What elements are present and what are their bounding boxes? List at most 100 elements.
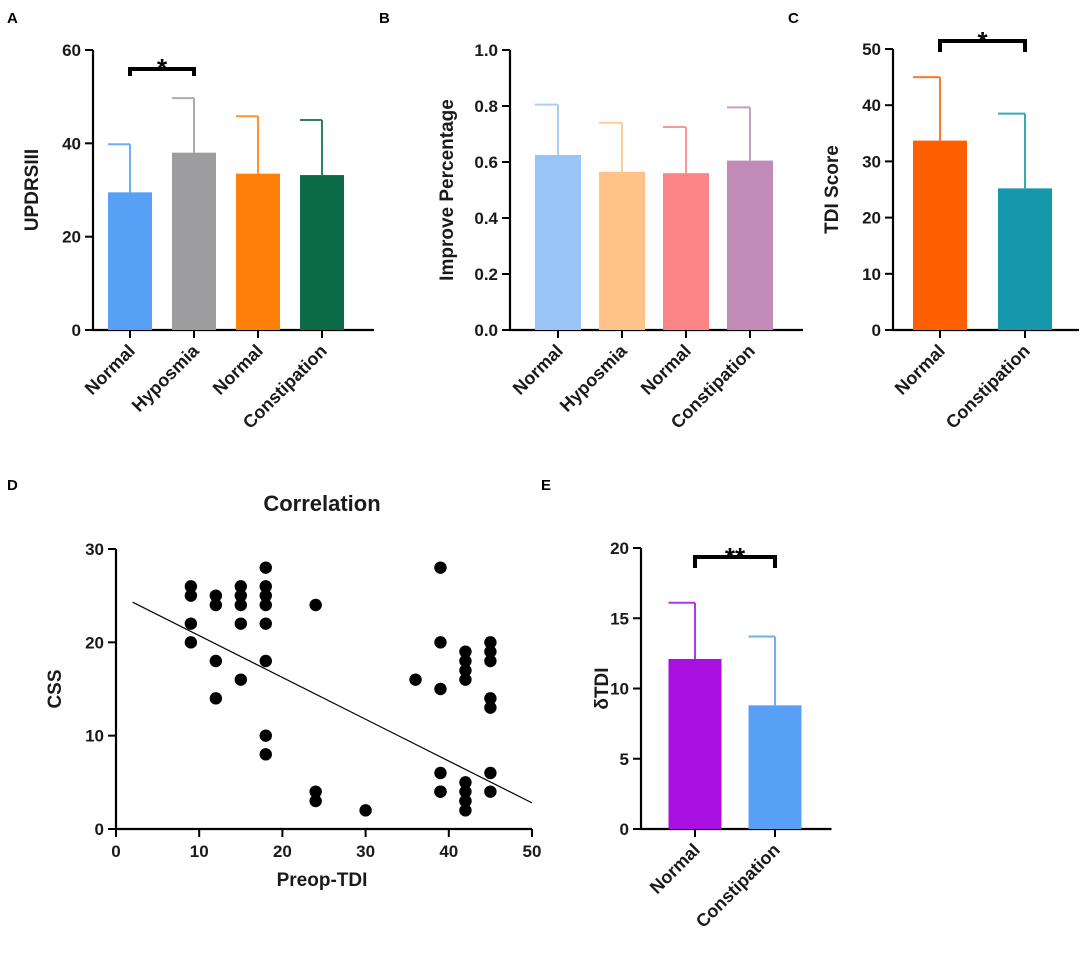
- data-point-7: [209, 654, 223, 668]
- data-point-38: [459, 776, 472, 789]
- y-tick-label: 5: [620, 750, 629, 769]
- category-label-1: Normal: [891, 341, 949, 399]
- data-point-26: [409, 673, 422, 686]
- data-point-2: [184, 589, 198, 602]
- data-point-12: [234, 617, 247, 630]
- data-point-42: [484, 636, 497, 649]
- data-point-37: [459, 673, 472, 686]
- y-tick-label: 20: [85, 633, 104, 652]
- data-point-19: [259, 654, 272, 668]
- y-tick-label: 10: [610, 680, 629, 699]
- data-point-16: [259, 589, 272, 602]
- data-point-13: [234, 673, 247, 686]
- bar-2: [172, 152, 216, 330]
- bar-4: [300, 175, 344, 330]
- category-label-2: Hyposmia: [556, 340, 632, 416]
- data-point-25: [359, 804, 372, 817]
- data-point-45: [484, 692, 497, 705]
- data-point-1: [184, 580, 198, 593]
- category-label-2: Constipation: [942, 341, 1034, 433]
- data-point-46: [484, 701, 497, 714]
- data-point-17: [259, 598, 272, 612]
- bar-2: [998, 188, 1052, 330]
- y-tick-label: 10: [862, 265, 881, 284]
- category-label-2: Constipation: [692, 840, 784, 932]
- data-point-24: [309, 794, 322, 808]
- regression-line: [132, 601, 533, 804]
- data-point-28: [434, 561, 447, 574]
- data-point-15: [259, 580, 272, 593]
- y-tick-label: 0.2: [474, 265, 498, 284]
- x-tick-label: 0: [111, 842, 120, 861]
- x-axis-title: Preop-TDI: [277, 870, 368, 891]
- y-axis-title: Improve Percentage: [437, 99, 458, 281]
- y-tick-label: 20: [610, 539, 629, 558]
- y-tick-label: 40: [862, 96, 881, 115]
- y-tick-label: 0: [872, 321, 881, 340]
- data-point-34: [459, 645, 472, 658]
- data-point-10: [234, 589, 247, 602]
- data-point-8: [209, 692, 223, 705]
- y-tick-label: 30: [862, 152, 881, 171]
- chart-title: Correlation: [263, 491, 380, 516]
- data-point-36: [459, 664, 472, 677]
- category-label-1: Normal: [646, 840, 704, 898]
- y-tick-label: 10: [85, 727, 104, 746]
- x-tick-label: 50: [523, 842, 542, 861]
- y-tick-label: 0: [72, 321, 81, 340]
- bar-4: [727, 160, 773, 330]
- y-tick-label: 20: [62, 228, 81, 247]
- y-tick-label: 0.4: [474, 209, 498, 228]
- y-tick-label: 30: [85, 540, 104, 559]
- significance-bracket: [938, 39, 1027, 52]
- y-axis-title: CSS: [45, 669, 66, 708]
- y-tick-label: 15: [610, 609, 629, 628]
- data-point-6: [209, 598, 223, 612]
- data-point-23: [309, 598, 322, 612]
- category-label-2: Hyposmia: [128, 340, 204, 416]
- bar-2: [748, 705, 802, 829]
- y-tick-label: 0: [95, 820, 104, 839]
- data-point-22: [309, 785, 322, 798]
- data-point-18: [259, 617, 272, 630]
- bar-3: [236, 173, 280, 330]
- data-point-3: [184, 617, 198, 630]
- bar-1: [668, 658, 722, 829]
- category-label-3: Normal: [209, 341, 267, 399]
- y-axis-title: δTDI: [592, 667, 613, 709]
- data-point-29: [434, 636, 447, 649]
- significance-marker: **: [725, 542, 746, 572]
- category-label-3: Normal: [637, 341, 695, 399]
- x-tick-label: 30: [356, 842, 375, 861]
- y-tick-label: 0.8: [474, 97, 498, 116]
- panel-letter-b: B: [379, 10, 390, 27]
- x-tick-label: 10: [190, 842, 209, 861]
- data-point-41: [459, 804, 472, 817]
- panel-letter-a: A: [7, 10, 18, 27]
- data-point-21: [259, 748, 272, 761]
- data-point-31: [434, 766, 447, 780]
- category-label-1: Normal: [81, 341, 139, 399]
- data-point-47: [484, 766, 497, 780]
- y-tick-label: 50: [862, 40, 881, 59]
- significance-marker: *: [977, 26, 988, 56]
- data-point-5: [209, 589, 223, 602]
- data-point-32: [434, 785, 447, 798]
- panel-b-improve-percentage-chart: 0.0 0.2 0.4 0.6 0.8 1.0 Improve Percentage Norm…: [437, 41, 803, 433]
- panel-letter-e: E: [541, 477, 551, 494]
- data-point-35: [459, 654, 472, 668]
- data-point-39: [459, 785, 472, 798]
- panel-d-correlation-scatter: Correlation 0 10 20 30 0 10 20 30 40 50 CSS Preop-TD…: [45, 491, 541, 891]
- y-axis-title: TDI Score: [822, 145, 843, 234]
- x-tick-label: 20: [273, 842, 292, 861]
- panel-letter-c: C: [788, 10, 799, 27]
- panel-letter-d: D: [7, 477, 18, 494]
- category-label-1: Normal: [509, 341, 567, 399]
- y-axis-title: UPDRSIII: [22, 149, 43, 231]
- significance-marker: *: [157, 53, 168, 83]
- data-point-14: [259, 561, 272, 574]
- y-tick-label: 40: [62, 134, 81, 153]
- significance-bracket: [693, 555, 777, 568]
